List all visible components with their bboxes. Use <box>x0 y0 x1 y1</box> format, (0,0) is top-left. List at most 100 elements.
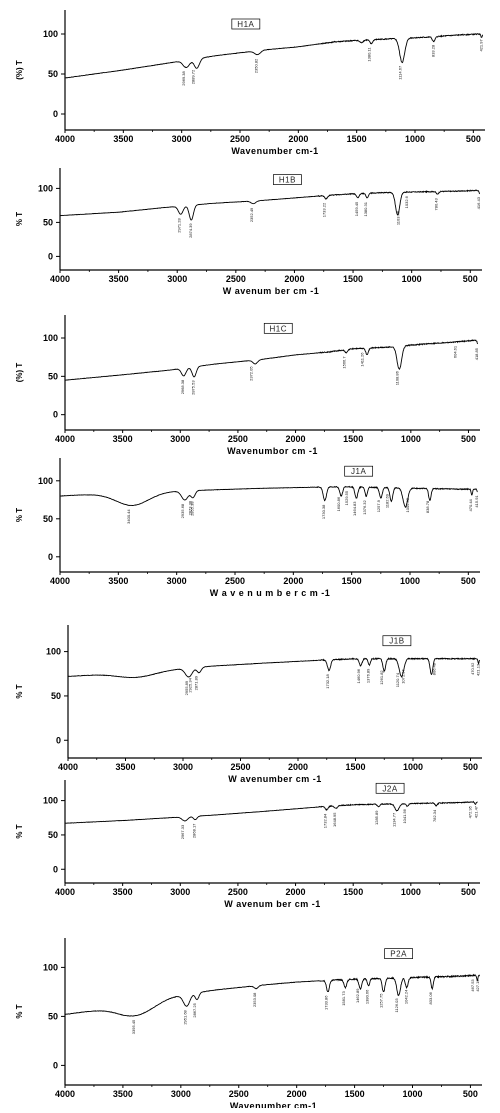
peak-label: 2967.33 <box>180 824 185 839</box>
x-axis-label: Wavenumbor cm -1 <box>227 446 318 456</box>
x-tick-label: 2000 <box>286 434 306 444</box>
peak-label: 833.28 <box>430 44 435 57</box>
sample-label: J2A <box>382 784 397 793</box>
x-tick-label: 1500 <box>347 134 367 144</box>
peak-label: 1042.24 <box>404 989 409 1004</box>
peak-label: 2352.49 <box>249 207 254 222</box>
x-tick-label: 2500 <box>230 134 250 144</box>
x-tick-label: 1500 <box>345 1089 365 1099</box>
peak-label: 2874.39 <box>188 223 193 238</box>
x-tick-label: 2000 <box>288 762 308 772</box>
x-tick-label: 4000 <box>55 887 75 897</box>
peak-label: 1380.31 <box>363 201 368 216</box>
y-tick-label: 50 <box>43 514 53 524</box>
y-tick-label: 0 <box>53 109 58 119</box>
x-tick-label: 2500 <box>228 887 248 897</box>
peak-label: 1464.83 <box>352 501 357 516</box>
peak-label: 806.48 <box>431 662 436 675</box>
peak-label: 1120.74 <box>395 672 400 687</box>
peak-label: 2855.38 <box>190 501 195 516</box>
x-tick-label: 500 <box>461 434 476 444</box>
y-axis-label: % T <box>15 508 24 522</box>
y-tick-label: 0 <box>53 864 58 874</box>
sample-label-box <box>344 465 374 477</box>
sample-label-box <box>273 174 302 185</box>
x-tick-label: 2000 <box>283 576 303 586</box>
peak-label: 1032.6 <box>404 195 409 208</box>
sample-label-box <box>263 322 293 334</box>
x-tick-label: 1000 <box>403 762 423 772</box>
sample-label: J1B <box>389 637 404 646</box>
panel-h1b: 4000 3500 3000 2500 2000 1500 1000 500 0 50 100 W a… <box>15 168 482 296</box>
peak-label: 421.47 <box>474 805 479 818</box>
panel-h1c: 4000 3500 3000 2500 2000 1500 1000 500 0 50 100 Wav… <box>15 315 480 456</box>
x-tick-label: 2500 <box>230 762 250 772</box>
peak-label: 2889.72 <box>191 69 196 84</box>
x-tick-label: 2500 <box>228 434 248 444</box>
y-tick-label: 100 <box>38 476 53 486</box>
peak-label: 418.85 <box>474 347 479 360</box>
sample-label-box <box>384 948 413 959</box>
x-tick-label: 3000 <box>170 887 190 897</box>
x-tick-label: 4000 <box>58 762 78 772</box>
x-tick-label: 1000 <box>401 887 421 897</box>
x-tick-label: 1500 <box>345 762 365 772</box>
peak-label: 1285.89 <box>374 810 379 825</box>
peak-label: 1380.66 <box>364 989 369 1004</box>
panel-p2a: 4000 3500 3000 2500 2000 1500 1000 500 0 50 100 Wav… <box>15 938 482 1111</box>
y-tick-label: 50 <box>48 371 58 381</box>
peak-label: 1411.26 <box>359 352 364 367</box>
spectrum-line <box>64 800 478 824</box>
sample-label-box <box>231 18 261 30</box>
sample-label: P2A <box>390 950 407 959</box>
y-tick-label: 0 <box>53 1060 58 1070</box>
peak-label: 421.12 <box>476 663 481 676</box>
peak-label: 1126.03 <box>394 998 399 1013</box>
peak-label: 1114.67 <box>398 65 403 80</box>
x-axis-label: W avenumber cm -1 <box>228 774 322 784</box>
y-tick-label: 0 <box>56 735 61 745</box>
peak-label: 1257.9 <box>376 499 381 512</box>
peak-label: 1733.22 <box>322 202 327 217</box>
peak-label: 1732.84 <box>322 813 327 828</box>
x-tick-label: 1000 <box>405 134 425 144</box>
peak-label: 1581.73 <box>341 991 346 1006</box>
peak-label: 1380.11 <box>367 47 372 62</box>
spectrum-line <box>67 656 481 679</box>
x-tick-label: 2500 <box>226 274 246 284</box>
x-tick-label: 500 <box>463 274 478 284</box>
y-tick-label: 50 <box>43 217 53 227</box>
peak-label: 1730.38 <box>321 504 326 519</box>
peak-label: 2353.08 <box>252 992 257 1007</box>
x-axis-label: Wavenumber cm-1 <box>230 1101 317 1108</box>
x-tick-label: 3000 <box>171 1089 191 1099</box>
y-tick-label: 50 <box>51 691 61 701</box>
x-tick-label: 3000 <box>167 576 187 586</box>
y-tick-label: 50 <box>48 69 58 79</box>
panel-h1a: 4000 3500 3000 2500 2000 1500 1000 500 0 50 100 Wav… <box>15 10 485 156</box>
peak-label: 1182.69 <box>385 493 390 508</box>
x-tick-label: 1500 <box>343 887 363 897</box>
y-tick-label: 100 <box>43 962 58 972</box>
peak-label: 3395.45 <box>131 1019 136 1034</box>
y-axis-label: (%) T <box>15 363 24 383</box>
peak-label: 2867.25 <box>192 1002 197 1017</box>
peak-label: 1071.97 <box>401 669 406 684</box>
y-tick-label: 50 <box>48 1011 58 1021</box>
x-tick-label: 3500 <box>113 434 133 444</box>
y-tick-label: 0 <box>53 410 58 420</box>
sample-label: H1B <box>279 176 296 185</box>
peak-label: 782.34 <box>432 809 437 822</box>
x-tick-label: 3000 <box>167 274 187 284</box>
peak-label: 2372.05 <box>249 366 254 381</box>
peak-label: 1257.75 <box>379 993 384 1008</box>
peak-label: 2969.38 <box>181 70 186 85</box>
peak-label: 470.92 <box>470 662 475 675</box>
sample-label: J1A <box>351 467 366 476</box>
panel-j1a: 4000 3500 3000 2500 2000 1500 1000 500 0 50 100 W a… <box>15 458 480 598</box>
x-tick-label: 4000 <box>55 134 75 144</box>
x-tick-label: 3500 <box>113 134 133 144</box>
y-tick-label: 50 <box>48 830 58 840</box>
peak-label: 1600.86 <box>336 496 341 511</box>
